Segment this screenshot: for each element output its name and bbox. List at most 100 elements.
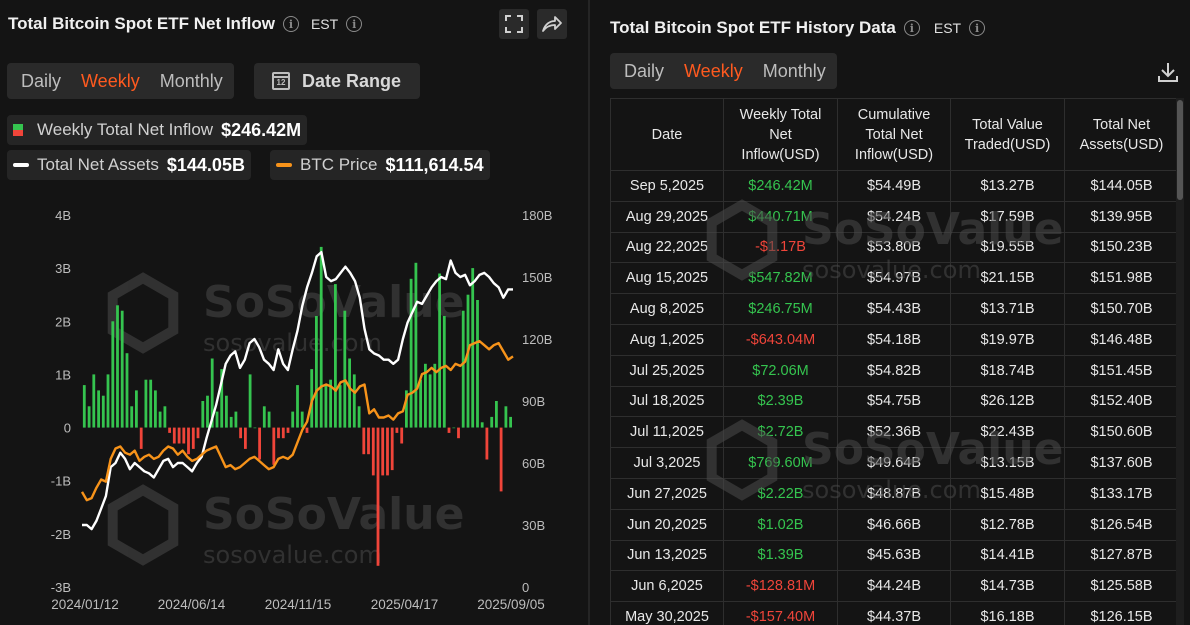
col-net-assets[interactable]: Total Net Assets(USD) (1064, 98, 1179, 171)
col-weekly-inflow[interactable]: Weekly Total Net Inflow(USD) (723, 98, 838, 171)
inflow-bar[interactable] (239, 427, 242, 439)
inflow-bar[interactable] (315, 316, 318, 428)
inflow-bar[interactable] (191, 427, 195, 449)
inflow-bar[interactable] (182, 427, 186, 444)
inflow-bar[interactable] (495, 401, 498, 428)
inflow-bar[interactable] (419, 379, 422, 428)
inflow-bar[interactable] (149, 379, 153, 428)
inflow-bar[interactable] (471, 268, 475, 428)
date-range-button[interactable]: 12 Date Range (254, 63, 420, 99)
inflow-bar[interactable] (206, 395, 209, 428)
inflow-bar[interactable] (163, 406, 167, 428)
inflow-bar[interactable] (101, 395, 105, 428)
inflow-bar[interactable] (438, 273, 441, 428)
inflow-bar[interactable] (442, 316, 446, 428)
tab-monthly[interactable]: Monthly (762, 60, 826, 81)
inflow-bar[interactable] (291, 411, 295, 428)
download-button[interactable] (1156, 60, 1180, 84)
fullscreen-button[interactable] (499, 9, 529, 39)
inflow-bar[interactable] (172, 427, 176, 444)
table-row[interactable]: Aug 8,2025 $246.75M $54.43B $13.71B $150.70B (610, 293, 1179, 325)
inflow-bar[interactable] (248, 374, 252, 428)
tab-weekly[interactable]: Weekly (684, 60, 743, 81)
inflow-bar[interactable] (324, 385, 328, 428)
inflow-bar[interactable] (357, 406, 361, 428)
net-assets-line[interactable] (82, 250, 513, 531)
inflow-bar[interactable] (310, 369, 314, 428)
inflow-bar[interactable] (305, 427, 309, 433)
inflow-bar[interactable] (220, 369, 224, 428)
inflow-bar[interactable] (130, 406, 134, 428)
inflow-bar[interactable] (433, 363, 437, 428)
inflow-bar[interactable] (258, 427, 261, 460)
inflow-bar[interactable] (154, 390, 157, 428)
tab-daily[interactable]: Daily (624, 60, 665, 81)
table-row[interactable]: Jul 18,2025 $2.39B $54.75B $26.12B $152.40B (610, 385, 1179, 418)
scrollbar-thumb[interactable] (1177, 100, 1183, 200)
inflow-bar[interactable] (296, 385, 299, 428)
info-icon[interactable]: i (282, 16, 299, 32)
legend-btc[interactable]: BTC Price $111,614.54 (270, 150, 490, 180)
table-row[interactable]: Sep 5,2025 $246.42M $54.49B $13.27B $144.05B (610, 170, 1179, 202)
inflow-bar[interactable] (499, 427, 503, 492)
inflow-bar[interactable] (371, 427, 375, 476)
col-value-traded[interactable]: Total Value Traded(USD) (950, 98, 1065, 171)
inflow-bar[interactable] (414, 262, 418, 428)
inflow-bar[interactable] (447, 427, 451, 433)
inflow-bar[interactable] (262, 406, 266, 428)
inflow-bar[interactable] (424, 363, 427, 428)
inflow-bar[interactable] (158, 411, 162, 428)
inflow-bar[interactable] (480, 422, 484, 428)
inflow-bar[interactable] (234, 411, 238, 428)
tab-monthly[interactable]: Monthly (159, 70, 223, 91)
inflow-bar[interactable] (329, 379, 332, 428)
inflow-bar[interactable] (367, 427, 370, 455)
inflow-bar[interactable] (461, 310, 465, 428)
inflow-bar[interactable] (457, 427, 460, 439)
table-row[interactable]: Jul 25,2025 $72.06M $54.82B $18.74B $151.45B (610, 354, 1179, 387)
table-scrollbar[interactable] (1176, 98, 1184, 625)
inflow-bar[interactable] (400, 427, 404, 444)
inflow-bar[interactable] (300, 411, 304, 428)
inflow-bar[interactable] (319, 246, 323, 428)
info-icon[interactable]: i (346, 16, 363, 32)
table-row[interactable]: Jun 6,2025 -$128.81M $44.24B $14.73B $125.58… (610, 570, 1179, 603)
table-row[interactable]: Aug 29,2025 $440.71M $54.24B $17.59B $139.95… (610, 200, 1179, 233)
legend-assets[interactable]: Total Net Assets $144.05B (7, 150, 251, 180)
inflow-bar[interactable] (277, 427, 280, 439)
inflow-bar[interactable] (177, 427, 181, 444)
table-row[interactable]: May 30,2025 -$157.40M $44.37B $16.18B $126.1… (610, 601, 1179, 625)
inflow-bar[interactable] (106, 374, 110, 428)
inflow-bar[interactable] (253, 427, 257, 429)
inflow-bar[interactable] (97, 390, 100, 428)
inflow-bar[interactable] (229, 416, 233, 428)
inflow-bar[interactable] (87, 406, 91, 428)
table-row[interactable]: Aug 15,2025 $547.82M $54.97B $21.15B $151.98… (610, 262, 1179, 295)
inflow-bar[interactable] (466, 294, 470, 428)
table-row[interactable]: Aug 1,2025 -$643.04M $54.18B $19.97B $146.48… (610, 323, 1179, 356)
tab-daily[interactable]: Daily (21, 70, 62, 91)
inflow-bar[interactable] (116, 305, 119, 428)
inflow-bar[interactable] (376, 427, 380, 566)
inflow-bar[interactable] (120, 310, 124, 428)
info-icon[interactable]: i (903, 20, 920, 36)
inflow-bar[interactable] (168, 427, 171, 433)
inflow-bar[interactable] (92, 374, 96, 428)
btc-price-line[interactable] (80, 339, 514, 502)
inflow-bar[interactable] (196, 427, 200, 439)
inflow-bar[interactable] (281, 427, 285, 439)
inflow-bar[interactable] (210, 358, 214, 428)
inflow-bar[interactable] (395, 427, 399, 433)
inflow-bar[interactable] (272, 427, 276, 465)
table-row[interactable]: Jun 20,2025 $1.02B $46.66B $12.78B $126.54B (610, 508, 1179, 541)
inflow-bar[interactable] (409, 278, 413, 428)
inflow-bar[interactable] (476, 300, 479, 428)
inflow-bar[interactable] (381, 427, 385, 476)
inflow-bar[interactable] (215, 411, 219, 428)
inflow-bar[interactable] (139, 427, 143, 449)
inflow-bar[interactable] (334, 284, 337, 428)
inflow-bar[interactable] (286, 427, 290, 433)
inflow-bar[interactable] (111, 321, 115, 428)
inflow-bar[interactable] (452, 427, 456, 429)
inflow-bar[interactable] (386, 427, 389, 476)
